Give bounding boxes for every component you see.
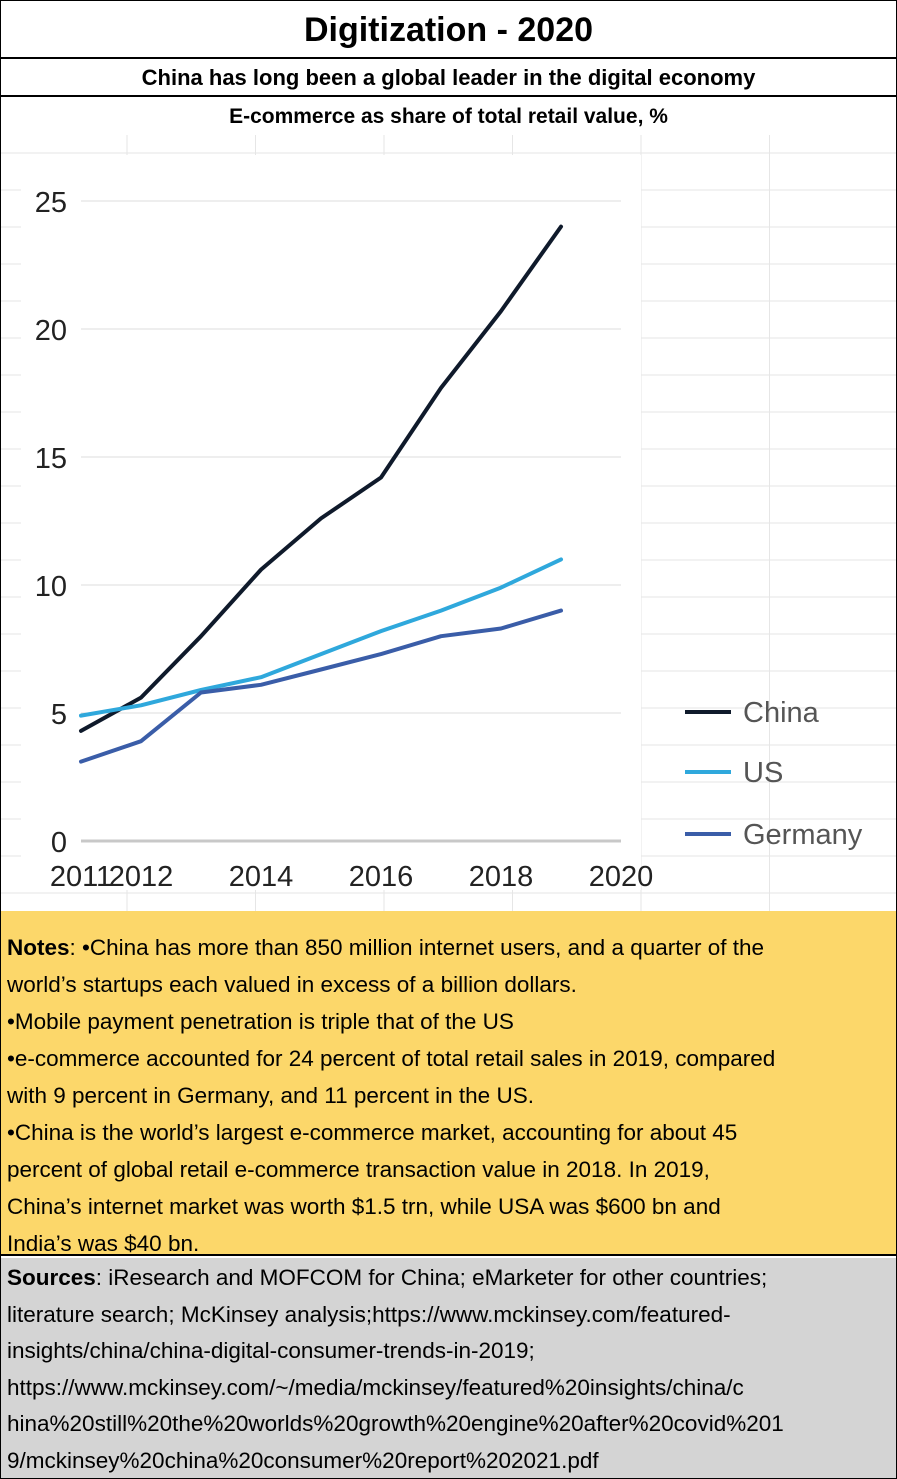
legend-label: China: [743, 697, 820, 729]
sources-line: literature search; McKinsey analysis;htt…: [7, 1301, 731, 1327]
legend-label: US: [743, 757, 783, 789]
notes-label: Notes: [7, 935, 70, 960]
y-tick-label: 15: [35, 443, 67, 475]
notes-line: world’s startups each valued in excess o…: [7, 972, 577, 997]
notes-line: percent of global retail e-commerce tran…: [7, 1157, 710, 1182]
series-line-us: [79, 557, 563, 718]
series-line-germany: [79, 608, 563, 764]
sources-text: : iResearch and MOFCOM for China; eMarke…: [95, 1265, 768, 1290]
y-tick-label: 0: [51, 827, 67, 859]
notes-line: •Mobile payment penetration is triple th…: [7, 1009, 514, 1034]
x-tick-label: 2014: [229, 861, 294, 893]
notes-text: : •China has more than 850 million inter…: [69, 935, 765, 960]
y-tick-label: 20: [35, 315, 67, 347]
legend-label: Germany: [743, 819, 863, 851]
notes-line-1: Notes: •China has more than 850 million …: [7, 929, 890, 966]
notes-line: •China is the world’s largest e-commerce…: [7, 1120, 738, 1145]
sources-label: Sources: [7, 1265, 96, 1290]
y-tick-label: 5: [51, 699, 67, 731]
y-tick-label: 10: [35, 571, 67, 603]
chart-title: E-commerce as share of total retail valu…: [229, 105, 668, 128]
x-tick-label: 2016: [349, 861, 414, 893]
notes-line: •e-commerce accounted for 24 percent of …: [7, 1046, 776, 1071]
sources-line: 9/mckinsey%20china%20consumer%20report%2…: [7, 1447, 599, 1473]
sources-box: Sources: iResearch and MOFCOM for China;…: [1, 1258, 896, 1478]
sources-line: hina%20still%20the%20worlds%20growth%20e…: [7, 1411, 784, 1436]
notes-line: China’s internet market was worth $1.5 t…: [7, 1194, 721, 1219]
notes-line: India’s was $40 bn.: [7, 1231, 200, 1256]
y-tick-label: 25: [35, 187, 67, 219]
sources-line: insights/china/china-digital-consumer-tr…: [7, 1338, 535, 1363]
plot-background: [21, 155, 641, 890]
x-tick-label: 2012: [109, 861, 174, 893]
x-tick-label: 2020: [589, 861, 654, 893]
x-tick-label: 2011: [50, 861, 112, 893]
sources-line: https://www.mckinsey.com/~/media/mckinse…: [7, 1374, 744, 1400]
page-title: Digitization - 2020: [1, 1, 896, 59]
x-tick-label: 2018: [469, 861, 534, 893]
notes-box: Notes: •China has more than 850 million …: [1, 911, 896, 1256]
series-line-china: [79, 224, 563, 733]
sources-line-1: Sources: iResearch and MOFCOM for China;…: [7, 1260, 890, 1297]
page-subtitle: China has long been a global leader in t…: [1, 59, 896, 97]
notes-line: with 9 percent in Germany, and 11 percen…: [7, 1083, 534, 1108]
